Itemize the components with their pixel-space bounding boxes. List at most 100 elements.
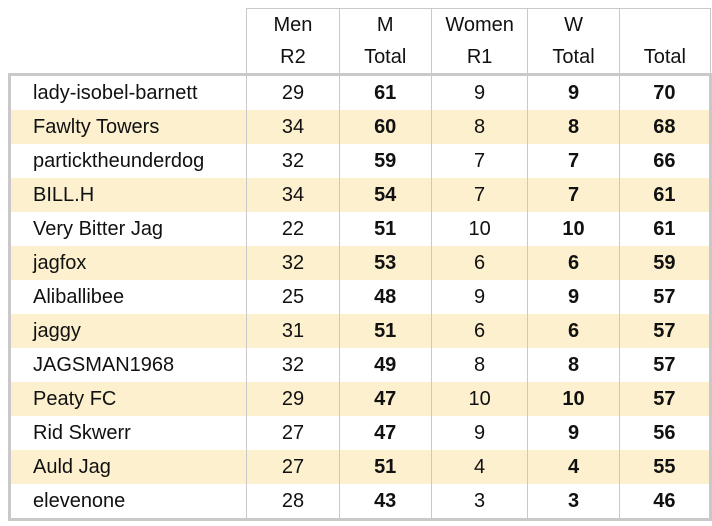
women-r1-cell: 9	[431, 416, 529, 450]
table-row: Very Bitter Jag 22 51 10 10 61	[7, 212, 712, 246]
player-name-cell: elevenone	[7, 484, 248, 521]
total-cell: 57	[619, 382, 712, 416]
table-row: jaggy 31 51 6 6 57	[7, 314, 712, 348]
w-total-cell: 4	[527, 450, 620, 484]
table-row: particktheunderdog 32 59 7 7 66	[7, 144, 712, 178]
m-total-cell: 61	[339, 74, 432, 110]
total-cell: 61	[619, 178, 712, 212]
player-name-cell: Aliballibee	[7, 280, 248, 314]
player-name-cell: jagfox	[7, 246, 248, 280]
header-row-2: R2 Total R1 Total Total	[9, 41, 712, 76]
m-total-cell: 48	[339, 280, 432, 314]
table-row: Rid Skwerr 27 47 9 9 56	[7, 416, 712, 450]
w-total-cell: 9	[527, 74, 620, 110]
m-total-cell: 51	[339, 212, 432, 246]
header-row-1: Men M Women W	[10, 8, 712, 42]
total-cell: 59	[619, 246, 712, 280]
men-r2-cell: 32	[246, 144, 340, 178]
standings-body: lady-isobel-barnett 29 61 9 9 70 Fawlty Towers…	[7, 74, 712, 521]
m-total-cell: 51	[339, 450, 432, 484]
women-r1-cell: 6	[431, 314, 529, 348]
player-name-cell: Very Bitter Jag	[7, 212, 248, 246]
player-name-cell: particktheunderdog	[7, 144, 248, 178]
men-r2-cell: 32	[246, 246, 340, 280]
total-cell: 70	[619, 74, 712, 110]
table-row: JAGSMAN1968 32 49 8 8 57	[7, 348, 712, 382]
w-total-cell: 9	[527, 416, 620, 450]
w-total-cell: 8	[527, 348, 620, 382]
men-r2-cell: 34	[246, 178, 340, 212]
player-name-cell: Fawlty Towers	[7, 110, 248, 144]
total-cell: 57	[619, 348, 712, 382]
men-r2-cell: 22	[246, 212, 340, 246]
w-total-cell: 7	[527, 178, 620, 212]
men-r2-cell: 29	[246, 382, 340, 416]
men-r2-cell: 25	[246, 280, 340, 314]
player-name-cell: jaggy	[7, 314, 248, 348]
women-r1-cell: 8	[431, 348, 529, 382]
table-row: Auld Jag 27 51 4 4 55	[7, 450, 712, 484]
total-cell: 57	[619, 314, 712, 348]
player-name-cell: Auld Jag	[7, 450, 248, 484]
table-row: Aliballibee 25 48 9 9 57	[7, 280, 712, 314]
table-row: lady-isobel-barnett 29 61 9 9 70	[7, 74, 712, 110]
w-total-cell: 8	[527, 110, 620, 144]
header-r2: R2	[246, 41, 340, 76]
w-total-cell: 6	[527, 314, 620, 348]
header-m-total: Total	[338, 41, 432, 76]
w-total-cell: 10	[527, 382, 620, 416]
men-r2-cell: 28	[246, 484, 340, 521]
total-cell: 66	[619, 144, 712, 178]
total-cell: 68	[619, 110, 712, 144]
player-name-cell: Rid Skwerr	[7, 416, 248, 450]
header-m: M	[338, 8, 432, 41]
women-r1-cell: 3	[431, 484, 529, 521]
header-total: Total	[618, 41, 712, 76]
m-total-cell: 49	[339, 348, 432, 382]
men-r2-cell: 27	[246, 450, 340, 484]
w-total-cell: 10	[527, 212, 620, 246]
women-r1-cell: 10	[431, 212, 529, 246]
men-r2-cell: 32	[246, 348, 340, 382]
women-r1-cell: 9	[431, 280, 529, 314]
w-total-cell: 7	[527, 144, 620, 178]
w-total-cell: 9	[527, 280, 620, 314]
header-w-total: Total	[527, 41, 620, 76]
women-r1-cell: 8	[431, 110, 529, 144]
w-total-cell: 6	[527, 246, 620, 280]
women-r1-cell: 4	[431, 450, 529, 484]
women-r1-cell: 6	[431, 246, 529, 280]
total-cell: 55	[619, 450, 712, 484]
total-cell: 57	[619, 280, 712, 314]
header-blank-cell	[9, 41, 247, 76]
m-total-cell: 47	[339, 382, 432, 416]
m-total-cell: 43	[339, 484, 432, 521]
men-r2-cell: 34	[246, 110, 340, 144]
total-cell: 56	[619, 416, 712, 450]
table-row: BILL.H 34 54 7 7 61	[7, 178, 712, 212]
women-r1-cell: 9	[431, 74, 529, 110]
men-r2-cell: 27	[246, 416, 340, 450]
header-w: W	[527, 8, 620, 41]
header-r1: R1	[430, 41, 529, 76]
m-total-cell: 53	[339, 246, 432, 280]
men-r2-cell: 31	[246, 314, 340, 348]
header-men: Men	[246, 8, 340, 41]
women-r1-cell: 7	[431, 178, 529, 212]
women-r1-cell: 10	[431, 382, 529, 416]
m-total-cell: 60	[339, 110, 432, 144]
player-name-cell: JAGSMAN1968	[7, 348, 248, 382]
player-name-cell: Peaty FC	[7, 382, 248, 416]
total-cell: 46	[619, 484, 712, 521]
table-row: jagfox 32 53 6 6 59	[7, 246, 712, 280]
w-total-cell: 3	[527, 484, 620, 521]
table-row: Peaty FC 29 47 10 10 57	[7, 382, 712, 416]
m-total-cell: 54	[339, 178, 432, 212]
header-women: Women	[430, 8, 529, 41]
player-name-cell: BILL.H	[7, 178, 248, 212]
header-total-top	[618, 8, 712, 41]
women-r1-cell: 7	[431, 144, 529, 178]
m-total-cell: 47	[339, 416, 432, 450]
header-blank-cell	[10, 9, 247, 42]
